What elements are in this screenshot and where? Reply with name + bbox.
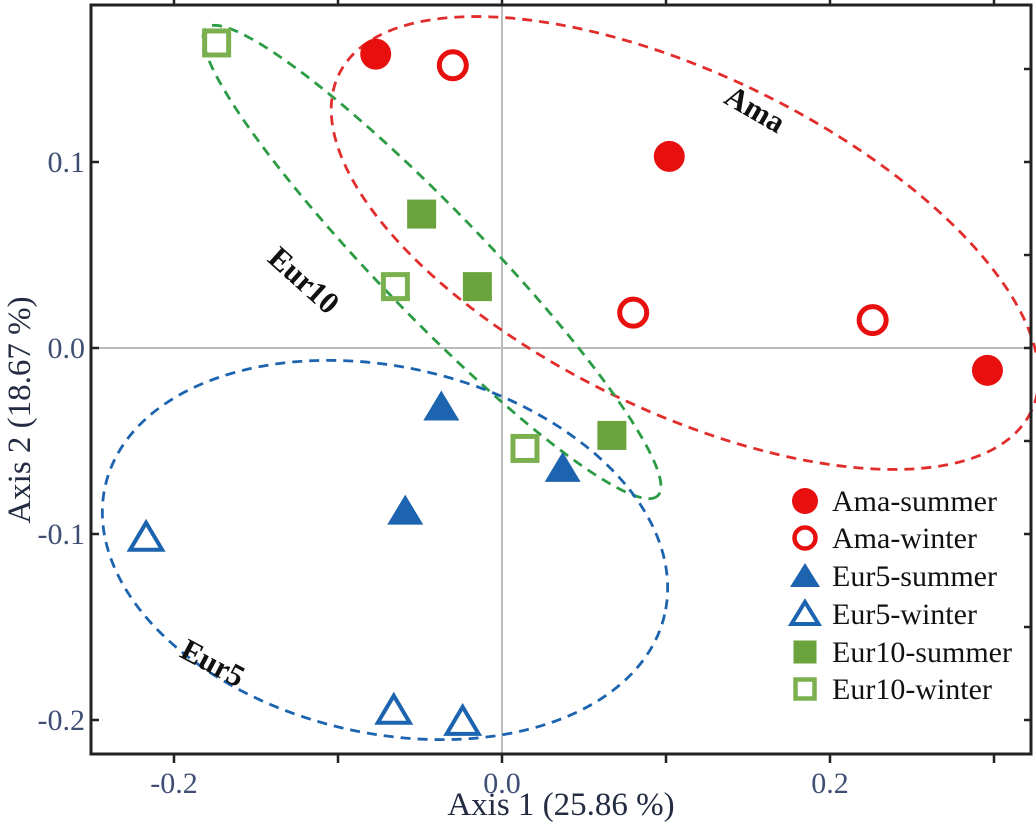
legend-label: Ama-winter: [832, 522, 977, 555]
series-eur5-summer: [387, 390, 581, 525]
y-tick-label: 0.1: [48, 146, 86, 179]
legend-label: Ama-summer: [832, 485, 997, 518]
legend-item-eur10-summer: Eur10-summer: [793, 636, 1012, 669]
y-axis-title: Axis 2 (18.67 %): [2, 296, 38, 523]
legend-marker-eur5-summer-icon: [790, 563, 820, 587]
y-tick-label: 0.0: [48, 332, 86, 365]
legend-label: Eur10-summer: [832, 636, 1012, 669]
series-ama-winter: [436, 49, 889, 337]
point-eur5-summer: [423, 390, 460, 421]
point-eur10-winter: [202, 28, 232, 58]
x-tick-label: 0.2: [811, 767, 849, 800]
y-tick-label: -0.2: [38, 704, 86, 737]
legend-marker-eur10-winter-icon: [793, 677, 817, 701]
x-axis-title: Axis 1 (25.86 %): [447, 787, 674, 823]
y-tick-label: -0.1: [38, 518, 86, 551]
legend-item-ama-winter: Ama-winter: [792, 522, 977, 555]
legend-label: Eur5-summer: [832, 560, 997, 593]
point-eur10-summer: [407, 199, 437, 229]
cluster-label-eur10: Eur10: [262, 240, 347, 321]
series-eur5-winter: [126, 518, 483, 736]
series-eur10-winter: [202, 28, 540, 463]
point-ama-summer: [653, 140, 685, 172]
point-ama-winter: [856, 304, 889, 337]
legend-marker-eur10-summer-icon: [793, 640, 817, 664]
cluster-label-eur5: Eur5: [175, 632, 251, 694]
legend-label: Eur10-winter: [832, 673, 992, 706]
legend-marker-ama-winter-icon: [792, 525, 818, 551]
legend-item-eur5-winter: Eur5-winter: [787, 598, 977, 631]
x-tick-label: 0.0: [483, 767, 521, 800]
legend-label: Eur5-winter: [832, 598, 977, 631]
point-ama-winter: [436, 49, 469, 82]
cluster-ellipse-eur10: [201, 23, 663, 501]
point-eur10-summer: [462, 272, 492, 302]
legend-item-eur5-summer: Eur5-summer: [790, 560, 997, 593]
legend-marker-ama-summer-icon: [792, 488, 818, 514]
point-eur5-summer: [387, 494, 424, 525]
point-eur10-summer: [597, 420, 627, 450]
point-eur10-winter: [510, 433, 540, 463]
series-eur10-summer: [407, 199, 627, 450]
point-ama-summer: [360, 38, 392, 70]
legend: Ama-summer Ama-winter Eur5-summer Eur5-wint…: [787, 485, 1012, 706]
point-eur5-summer: [544, 451, 581, 482]
legend-item-ama-summer: Ama-summer: [832, 485, 997, 518]
point-ama-summer: [971, 354, 1003, 386]
point-eur5-winter: [126, 518, 166, 552]
point-eur10-winter: [380, 272, 410, 302]
cluster-ellipse-eur5: [100, 358, 670, 742]
plot-border: [89, 3, 1033, 756]
cluster-label-ama: Ama: [719, 78, 792, 140]
point-eur5-winter: [374, 691, 414, 725]
point-ama-winter: [617, 296, 650, 329]
legend-item-eur10-winter: Eur10-winter: [793, 673, 992, 706]
legend-marker-eur5-winter-icon: [787, 598, 823, 626]
point-eur5-winter: [443, 702, 483, 736]
x-tick-label: -0.2: [150, 767, 198, 800]
